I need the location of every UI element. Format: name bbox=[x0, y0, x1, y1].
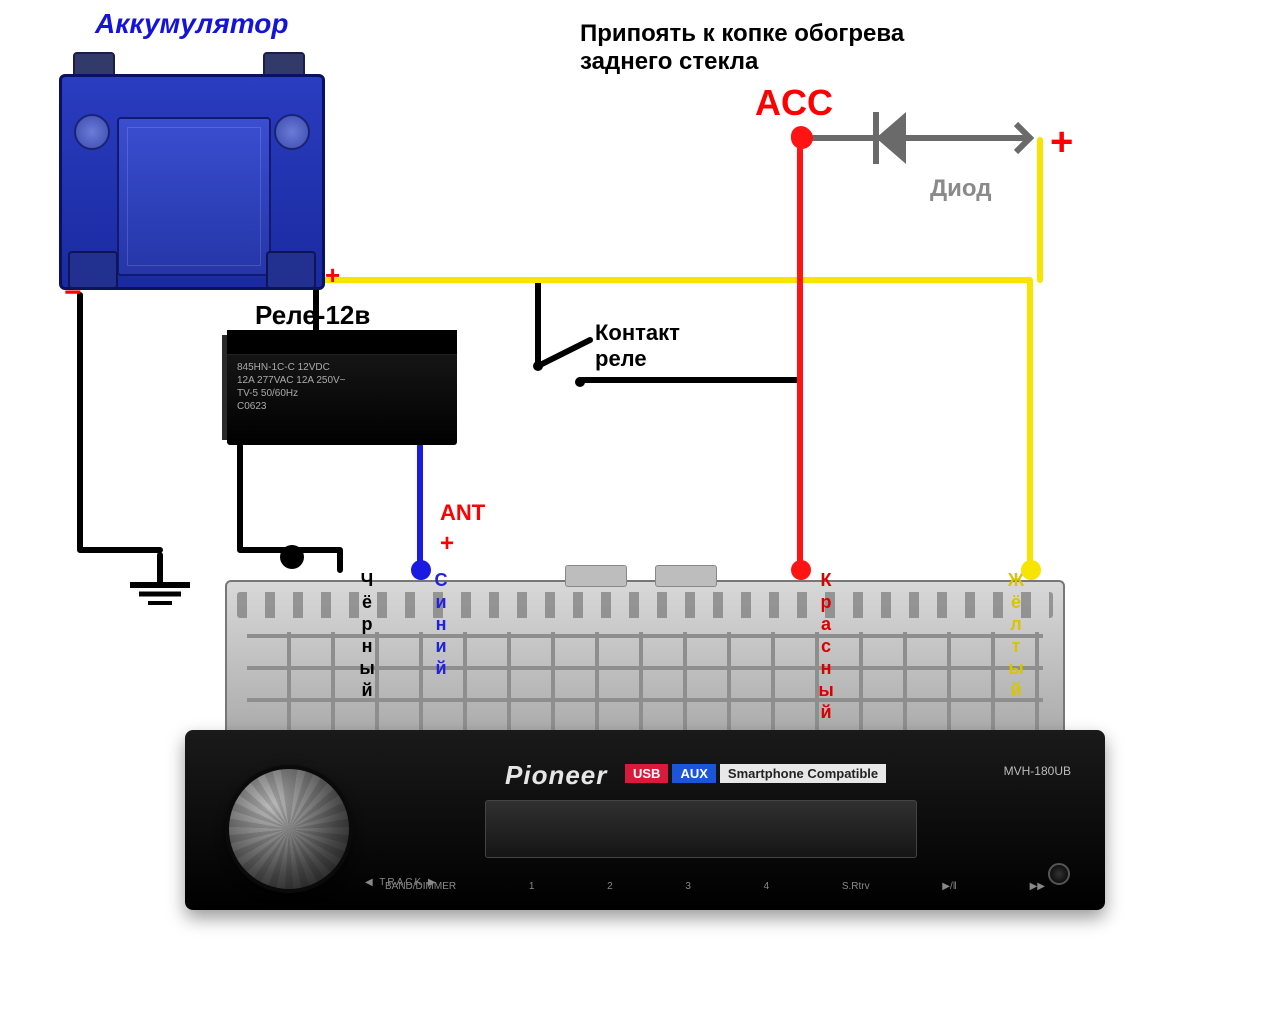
stereo-connector bbox=[565, 565, 627, 587]
wire-black_bat_neg bbox=[80, 295, 160, 550]
stereo-button-row: BAND/DIMMER 1 2 3 4 S.Rtrv ▶/‖ ▶▶ bbox=[385, 881, 1045, 892]
label-battery_title: Аккумулятор bbox=[95, 8, 288, 40]
aux-jack[interactable] bbox=[1048, 863, 1070, 885]
stereo-button[interactable]: 2 bbox=[607, 881, 613, 892]
node-acc bbox=[791, 126, 811, 146]
label-diode: Диод bbox=[930, 175, 991, 203]
stereo-badges: USBAUX Smartphone Compatible bbox=[625, 764, 886, 783]
label-contact: Контакт реле bbox=[595, 320, 680, 372]
wire-label-red: Красный bbox=[815, 570, 836, 724]
wire-label-blue: Синий bbox=[430, 570, 451, 680]
stereo-model: MVH-180UB bbox=[1004, 764, 1071, 778]
stereo-connector bbox=[655, 565, 717, 587]
car-stereo: Pioneer MVH-180UB USBAUX Smartphone Compa… bbox=[185, 560, 1105, 920]
label-acc: ACC bbox=[755, 82, 833, 124]
node-red_in bbox=[791, 560, 811, 580]
stereo-button[interactable]: ▶/‖ bbox=[942, 881, 957, 892]
label-solder: Припоять к копке обогрева заднего стекла bbox=[580, 20, 904, 76]
stereo-faceplate: Pioneer MVH-180UB USBAUX Smartphone Compa… bbox=[185, 730, 1105, 910]
badge-usb: USB bbox=[625, 764, 668, 783]
label-relay_title: Реле-12в bbox=[255, 300, 370, 331]
label-plus_bat: + bbox=[325, 260, 340, 291]
wire-label-yellow: Жёлтый bbox=[1005, 570, 1026, 702]
node-blue_in bbox=[411, 560, 431, 580]
stereo-cage bbox=[225, 580, 1065, 744]
wire-black_contact_to_stereo bbox=[580, 380, 800, 420]
stereo-button[interactable]: 1 bbox=[529, 881, 535, 892]
battery bbox=[59, 52, 319, 292]
stereo-button[interactable]: S.Rtrv bbox=[842, 881, 870, 892]
stereo-button[interactable]: BAND/DIMMER bbox=[385, 881, 456, 892]
badge-smartphone-compatible: Smartphone Compatible bbox=[720, 764, 886, 783]
relay-12v: 845HN-1C-C 12VDC12A 277VAC 12A 250V~TV-5… bbox=[227, 330, 457, 445]
node-ground bbox=[280, 545, 304, 569]
stereo-display bbox=[485, 800, 917, 858]
stereo-button[interactable]: ▶▶ bbox=[1030, 881, 1045, 892]
stereo-button[interactable]: 4 bbox=[764, 881, 770, 892]
stereo-button[interactable]: 3 bbox=[685, 881, 691, 892]
stereo-brand: Pioneer bbox=[505, 760, 607, 791]
relay-contact-arm bbox=[538, 340, 590, 366]
label-plus_diode: + bbox=[1050, 120, 1073, 165]
label-minus_bat: − bbox=[64, 276, 82, 310]
diode-icon bbox=[876, 112, 906, 164]
wire-label-black: Чёрный bbox=[356, 570, 377, 702]
label-ant: ANT bbox=[440, 500, 485, 526]
badge-aux: AUX bbox=[672, 764, 715, 783]
label-plus_ant: + bbox=[440, 530, 454, 558]
node-yellow_in bbox=[1021, 560, 1041, 580]
volume-knob[interactable] bbox=[225, 765, 353, 893]
